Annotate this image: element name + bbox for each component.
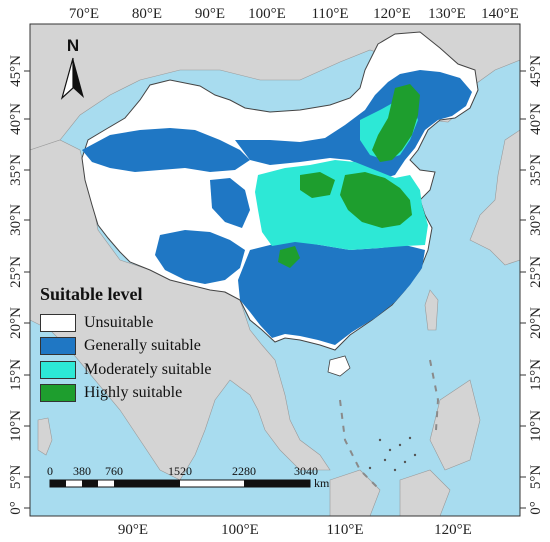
legend-swatch — [40, 337, 76, 356]
legend-title: Suitable level — [40, 284, 143, 304]
legend-item-highly-suitable: Highly suitable — [40, 382, 250, 406]
left-lat-label: 35°N — [8, 154, 24, 186]
scale-tick-label: 1520 — [168, 464, 192, 478]
top-lon-label: 120°E — [373, 6, 411, 22]
hainan-island — [327, 355, 351, 377]
north-arrow-icon: N — [56, 36, 90, 102]
right-lat-label: 25°N — [528, 256, 544, 288]
top-lon-label: 90°E — [195, 6, 225, 22]
highly-suitable-areas — [278, 84, 420, 268]
legend-item-moderately-suitable: Moderately suitable — [40, 358, 250, 382]
top-lon-label: 130°E — [428, 6, 466, 22]
top-lon-label: 70°E — [69, 6, 99, 22]
dash-line — [339, 359, 440, 491]
right-lat-label: 5°N — [528, 465, 544, 489]
legend-item-generally-suitable: Generally suitable — [40, 335, 250, 359]
map-frame — [29, 23, 521, 517]
top-lon-label: 140°E — [481, 6, 519, 22]
legend-swatch — [40, 313, 76, 332]
top-lon-label: 100°E — [248, 6, 286, 22]
left-lat-label: 0° — [8, 501, 24, 515]
right-lat-label: 40°N — [528, 103, 544, 135]
bottom-lon-label: 110°E — [326, 522, 363, 538]
scale-tick-label: 3040 — [294, 464, 318, 478]
left-lat-label: 45°N — [8, 55, 24, 87]
right-lat-label: 0° — [528, 501, 544, 515]
left-lat-label: 5°N — [8, 465, 24, 489]
legend-label: Unsuitable — [84, 313, 154, 331]
tick-marks — [24, 70, 526, 509]
small-islands — [368, 436, 417, 472]
left-lat-label: 25°N — [8, 256, 24, 288]
right-lat-label: 20°N — [528, 307, 544, 339]
right-lat-label: 15°N — [528, 359, 544, 391]
legend-label: Generally suitable — [84, 337, 201, 355]
legend-swatch — [40, 384, 76, 403]
top-lon-label: 110°E — [311, 6, 348, 22]
north-letter: N — [66, 36, 80, 55]
legend-label: Highly suitable — [84, 384, 183, 402]
right-lat-label: 30°N — [528, 204, 544, 236]
scale-tick-label: 760 — [105, 464, 123, 478]
left-lat-label: 40°N — [8, 103, 24, 135]
legend-label: Moderately suitable — [84, 360, 212, 378]
scale-tick-label: 0 — [47, 464, 53, 478]
scale-tick-label: 2280 — [232, 464, 256, 478]
scale-bar: 0 380 760 1520 2280 3040 km — [47, 464, 330, 490]
right-lat-label: 35°N — [528, 154, 544, 186]
legend: Suitable level Unsuitable Generally suit… — [40, 284, 250, 405]
bottom-lon-label: 90°E — [118, 522, 148, 538]
top-lon-label: 80°E — [132, 6, 162, 22]
right-lat-label: 45°N — [528, 55, 544, 87]
left-lat-label: 20°N — [8, 307, 24, 339]
left-lat-label: 10°N — [8, 410, 24, 442]
right-lat-label: 10°N — [528, 410, 544, 442]
legend-swatch — [40, 360, 76, 379]
bottom-lon-label: 120°E — [434, 522, 472, 538]
left-lat-label: 15°N — [8, 359, 24, 391]
scale-tick-label: 380 — [73, 464, 91, 478]
left-lat-label: 30°N — [8, 204, 24, 236]
bottom-lon-label: 100°E — [221, 522, 259, 538]
scale-unit: km — [314, 476, 330, 490]
legend-item-unsuitable: Unsuitable — [40, 311, 250, 335]
